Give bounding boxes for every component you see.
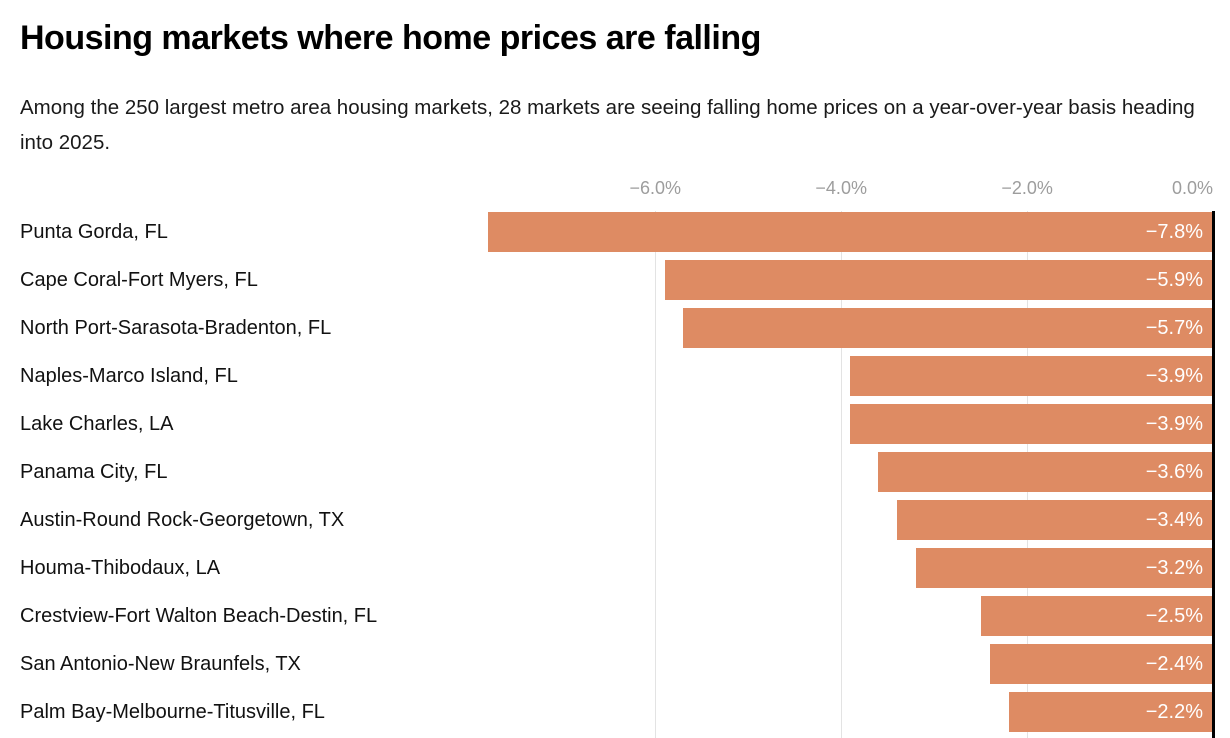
category-label: Houma-Thibodaux, LA (20, 556, 221, 579)
value-label: −2.2% (1145, 701, 1203, 723)
value-label: −5.9% (1145, 269, 1203, 291)
x-axis-tick-label: 0.0% (1171, 178, 1213, 198)
value-label: −3.9% (1145, 413, 1203, 435)
value-label: −5.7% (1145, 317, 1203, 339)
bar-row: North Port-Sarasota-Bradenton, FL −5.7% (0, 308, 1230, 348)
bar: −2.5% (980, 596, 1212, 636)
bar: −5.9% (664, 260, 1212, 300)
bar-row: Palm Bay-Melbourne-Titusville, FL −2.2% (0, 692, 1230, 732)
bar: −5.7% (683, 308, 1212, 348)
bar: −3.9% (850, 404, 1212, 444)
category-label: Lake Charles, LA (20, 412, 174, 435)
x-axis-tick-label: −6.0% (629, 178, 682, 198)
category-label: Punta Gorda, FL (20, 220, 168, 243)
chart-title: Housing markets where home prices are fa… (20, 19, 761, 57)
value-label: −3.6% (1145, 461, 1203, 483)
category-label: Cape Coral-Fort Myers, FL (20, 268, 258, 291)
bar: −3.9% (850, 356, 1212, 396)
bar-row: Lake Charles, LA −3.9% (0, 404, 1230, 444)
zero-axis-line (1212, 211, 1215, 738)
value-label: −2.5% (1145, 605, 1203, 627)
bar-row: Houma-Thibodaux, LA −3.2% (0, 548, 1230, 588)
category-label: Crestview-Fort Walton Beach-Destin, FL (20, 604, 378, 627)
bar: −3.4% (896, 500, 1212, 540)
category-label: San Antonio-New Braunfels, TX (20, 652, 301, 675)
bar: −7.8% (487, 212, 1212, 252)
bar: −2.4% (989, 644, 1212, 684)
value-label: −7.8% (1145, 221, 1203, 243)
x-axis-tick-label: −4.0% (815, 178, 867, 198)
bar: −3.2% (915, 548, 1212, 588)
value-label: −3.2% (1145, 557, 1203, 579)
bar-row: Naples-Marco Island, FL −3.9% (0, 356, 1230, 396)
category-label: Austin-Round Rock-Georgetown, TX (20, 508, 345, 531)
category-label: Naples-Marco Island, FL (20, 364, 238, 387)
bar-row: Punta Gorda, FL −7.8% (0, 212, 1230, 252)
bar-row: Austin-Round Rock-Georgetown, TX −3.4% (0, 500, 1230, 540)
value-label: −2.4% (1145, 653, 1203, 675)
bar: −2.2% (1008, 692, 1212, 732)
x-axis-tick-label: −2.0% (1001, 178, 1053, 198)
bar-row: Crestview-Fort Walton Beach-Destin, FL −2… (0, 596, 1230, 636)
category-label: Panama City, FL (20, 460, 168, 483)
gridline (841, 211, 843, 738)
gridline (655, 211, 657, 738)
value-label: −3.9% (1145, 365, 1203, 387)
bar-row: Panama City, FL −3.6% (0, 452, 1230, 492)
category-label: Palm Bay-Melbourne-Titusville, FL (20, 700, 325, 723)
bar-row: San Antonio-New Braunfels, TX −2.4% (0, 644, 1230, 684)
value-label: −3.4% (1145, 509, 1203, 531)
category-label: North Port-Sarasota-Bradenton, FL (20, 316, 332, 339)
bar: −3.6% (878, 452, 1212, 492)
chart-subtitle: Among the 250 largest metro area housing… (20, 96, 1195, 154)
bar-row: Cape Coral-Fort Myers, FL −5.9% (0, 260, 1230, 300)
